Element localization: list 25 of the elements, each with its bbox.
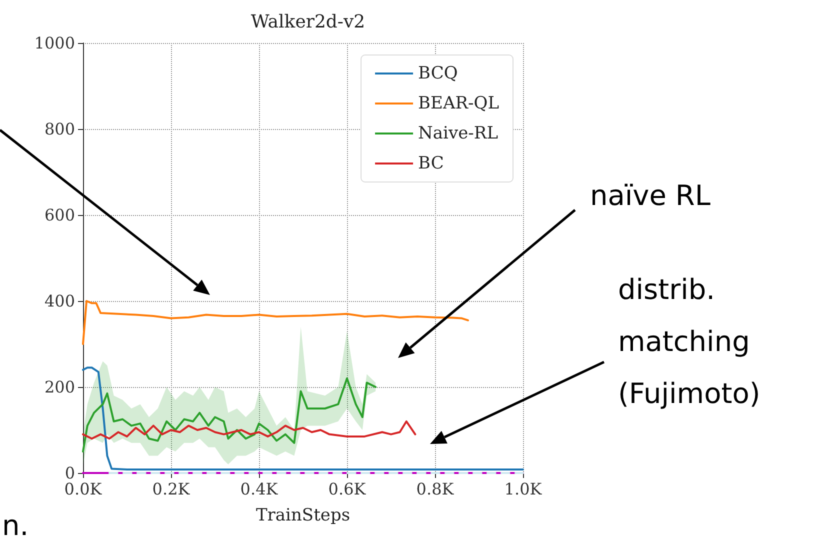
line-series [82,366,524,471]
text: n. [2,508,29,536]
x-tick-label: 0.8K [416,480,455,498]
y-tick-label: 800 [44,120,75,138]
y-tick-label: 0 [64,464,75,482]
text: naïve RL [590,178,710,214]
y-tick-label: 400 [44,292,75,310]
line-series [82,300,469,345]
y-tick-label: 200 [44,378,75,396]
legend-label: BEAR-QL [418,94,500,114]
line-series [82,420,416,440]
y-tick-label: 600 [44,206,75,224]
legend-label: BC [418,154,444,174]
x-tick-label: 0.4K [240,480,279,498]
legend-label: BCQ [418,64,458,84]
y-tick-label: 1000 [34,34,75,52]
x-tick-label: 0.6K [328,480,367,498]
x-tick-label: 0.0K [64,480,103,498]
chart-title: Walker2d-v2 [250,12,366,32]
x-tick-label: 1.0K [504,480,543,498]
x-tick-label: 0.2K [152,480,191,498]
text: distrib. matching (Fujimoto) [618,272,760,412]
line-series [82,377,377,452]
x-axis-title: TrainSteps [256,506,350,526]
legend-label: Naive-RL [418,124,498,144]
